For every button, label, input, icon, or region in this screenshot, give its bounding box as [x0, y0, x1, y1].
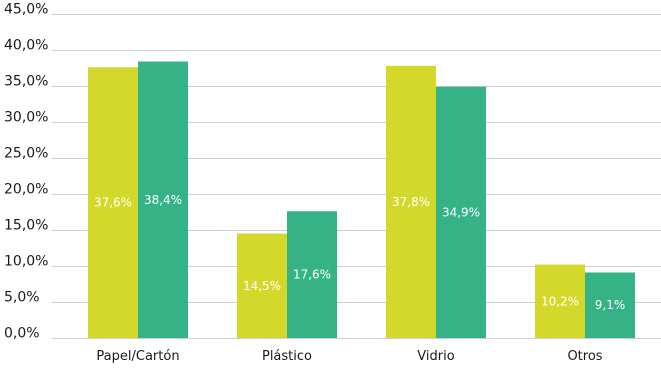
- data-labels: 37,6% 38,4% 14,5% 17,6% 37,8% 34,9% 10,2% 9,1%: [94, 193, 625, 312]
- bar: [585, 272, 635, 338]
- bar: [287, 211, 337, 338]
- bar: [436, 86, 486, 338]
- data-label: 37,6%: [94, 196, 132, 210]
- category-label: Otros: [567, 349, 602, 364]
- category-label: Plástico: [262, 349, 312, 364]
- y-tick-label: 5,0%: [4, 290, 40, 306]
- bars: [88, 61, 635, 339]
- y-tick-label: 35,0%: [4, 74, 48, 90]
- y-tick-label: 20,0%: [4, 182, 48, 198]
- data-label: 14,5%: [243, 279, 281, 293]
- data-label: 37,8%: [392, 195, 430, 209]
- y-tick-label: 30,0%: [4, 110, 48, 126]
- bar: [88, 67, 138, 338]
- data-label: 38,4%: [144, 193, 182, 207]
- y-tick-label: 15,0%: [4, 218, 48, 234]
- x-axis-category-labels: Papel/Cartón Plástico Vidrio Otros: [96, 349, 602, 364]
- data-label: 17,6%: [293, 268, 331, 282]
- y-tick-label: 0,0%: [4, 326, 40, 342]
- bar: [535, 264, 585, 338]
- data-label: 34,9%: [442, 205, 480, 219]
- data-label: 9,1%: [595, 298, 626, 312]
- category-label: Papel/Cartón: [96, 349, 179, 364]
- y-tick-label: 25,0%: [4, 146, 48, 162]
- y-tick-label: 45,0%: [4, 2, 48, 18]
- bar: [138, 61, 188, 339]
- data-label: 10,2%: [541, 294, 579, 308]
- bar: [237, 233, 287, 338]
- y-axis-tick-labels: 0,0% 5,0% 10,0% 15,0% 20,0% 25,0% 30,0% 35,0% 40…: [4, 2, 48, 342]
- y-tick-label: 40,0%: [4, 38, 48, 54]
- bar: [386, 65, 436, 338]
- y-tick-label: 10,0%: [4, 254, 48, 270]
- category-label: Vidrio: [417, 349, 454, 364]
